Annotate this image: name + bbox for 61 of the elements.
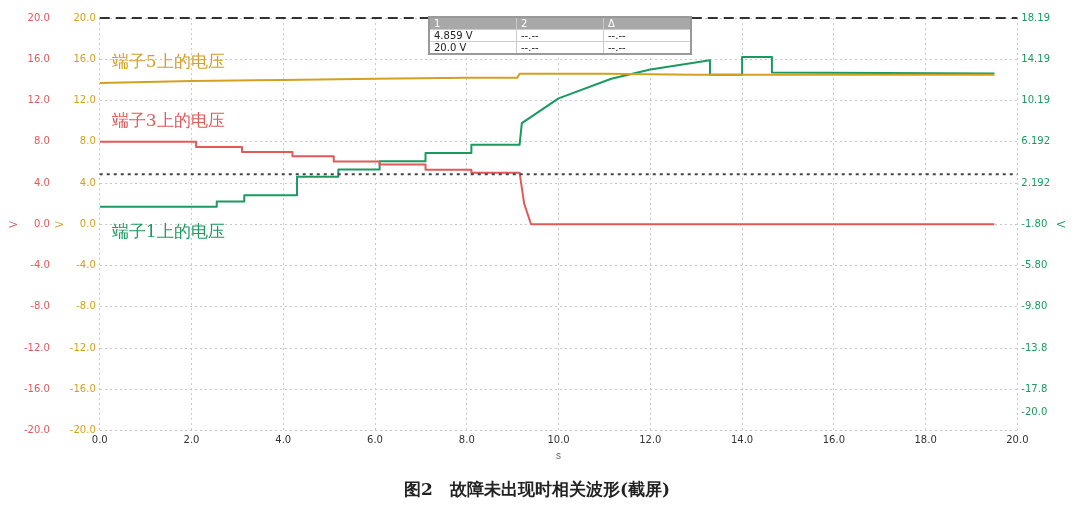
y3-tick-label: 4.0	[79, 176, 96, 188]
annotation: --.--	[516, 29, 604, 42]
y2-tick-label: -5.80	[1021, 259, 1048, 271]
y3-tick-label: -8.0	[76, 300, 96, 312]
y-tick-label: 12.0	[27, 94, 50, 106]
y2-tick-label: 6.192	[1021, 135, 1051, 147]
x-tick-label: 8.0	[458, 434, 475, 446]
series-label: 端子3上的电压	[111, 109, 225, 130]
x-tick-label: 2.0	[183, 434, 200, 446]
y3-tick-label: 20.0	[73, 11, 96, 23]
series-label: 端子1上的电压	[111, 220, 225, 241]
y3-tick-label: 0.0	[79, 217, 96, 229]
annotation: 4.859 V	[429, 29, 517, 42]
y-tick-label: -20.0	[24, 424, 50, 436]
y-tick-label: 0.0	[33, 217, 50, 229]
y3-tick-label: 16.0	[73, 52, 96, 64]
y-axis-title: V	[7, 220, 19, 228]
annotation: --.--	[603, 29, 691, 42]
x-tick-label: 4.0	[275, 434, 292, 446]
annotation: --.--	[603, 41, 691, 54]
y2-tick-label: 18.19	[1021, 11, 1051, 23]
y-tick-label: -16.0	[24, 382, 50, 394]
annotation: --.--	[516, 41, 604, 54]
y3-tick-label: 8.0	[79, 135, 96, 147]
x-tick-label: 18.0	[914, 434, 937, 446]
x-tick-label: 14.0	[730, 434, 754, 446]
y-tick-label: -4.0	[30, 259, 50, 271]
y2-tick-label: -1.80	[1021, 217, 1048, 229]
y3-tick-label: -4.0	[76, 259, 96, 271]
x-tick-label: 0.0	[91, 434, 108, 446]
y2-tick-label: -9.80	[1021, 300, 1048, 312]
x-tick-label: 20.0	[1006, 434, 1029, 446]
y-tick-label: 8.0	[33, 135, 50, 147]
annotation: 20.0 V	[429, 41, 517, 54]
y-tick-label: 20.0	[27, 11, 50, 23]
annotation: Δ	[603, 17, 691, 30]
y2-tick-label: -20.0	[1021, 405, 1048, 417]
x-tick-label: 10.0	[547, 434, 570, 446]
x-tick-label: 16.0	[822, 434, 845, 446]
y-tick-label: 4.0	[33, 176, 50, 188]
y2-tick-label: -13.8	[1021, 341, 1048, 353]
series-label: 端子5上的电压	[111, 50, 225, 71]
y-tick-label: -8.0	[30, 300, 50, 312]
y3-axis-title: V	[53, 220, 65, 228]
y-tick-label: -12.0	[24, 341, 50, 353]
y-tick-label: 16.0	[27, 52, 50, 64]
x-axis-title: s	[556, 450, 562, 462]
y3-tick-label: -12.0	[69, 341, 96, 353]
x-tick-label: 6.0	[367, 434, 383, 446]
y3-tick-label: -20.0	[69, 424, 96, 436]
annotation: 2	[516, 17, 604, 30]
y2-tick-label: 14.19	[1021, 52, 1051, 64]
annotation: 1	[429, 17, 517, 30]
y3-tick-label: 12.0	[73, 94, 96, 106]
y2-tick-label: -17.8	[1021, 382, 1048, 394]
x-tick-label: 12.0	[639, 434, 662, 446]
y2-axis-title: V	[1055, 220, 1067, 228]
y3-tick-label: -16.0	[69, 382, 96, 394]
y2-tick-label: 10.19	[1021, 94, 1051, 106]
y2-tick-label: 2.192	[1021, 176, 1051, 188]
text: 图2 故障未出现时相关波形(截屏)	[404, 479, 670, 500]
